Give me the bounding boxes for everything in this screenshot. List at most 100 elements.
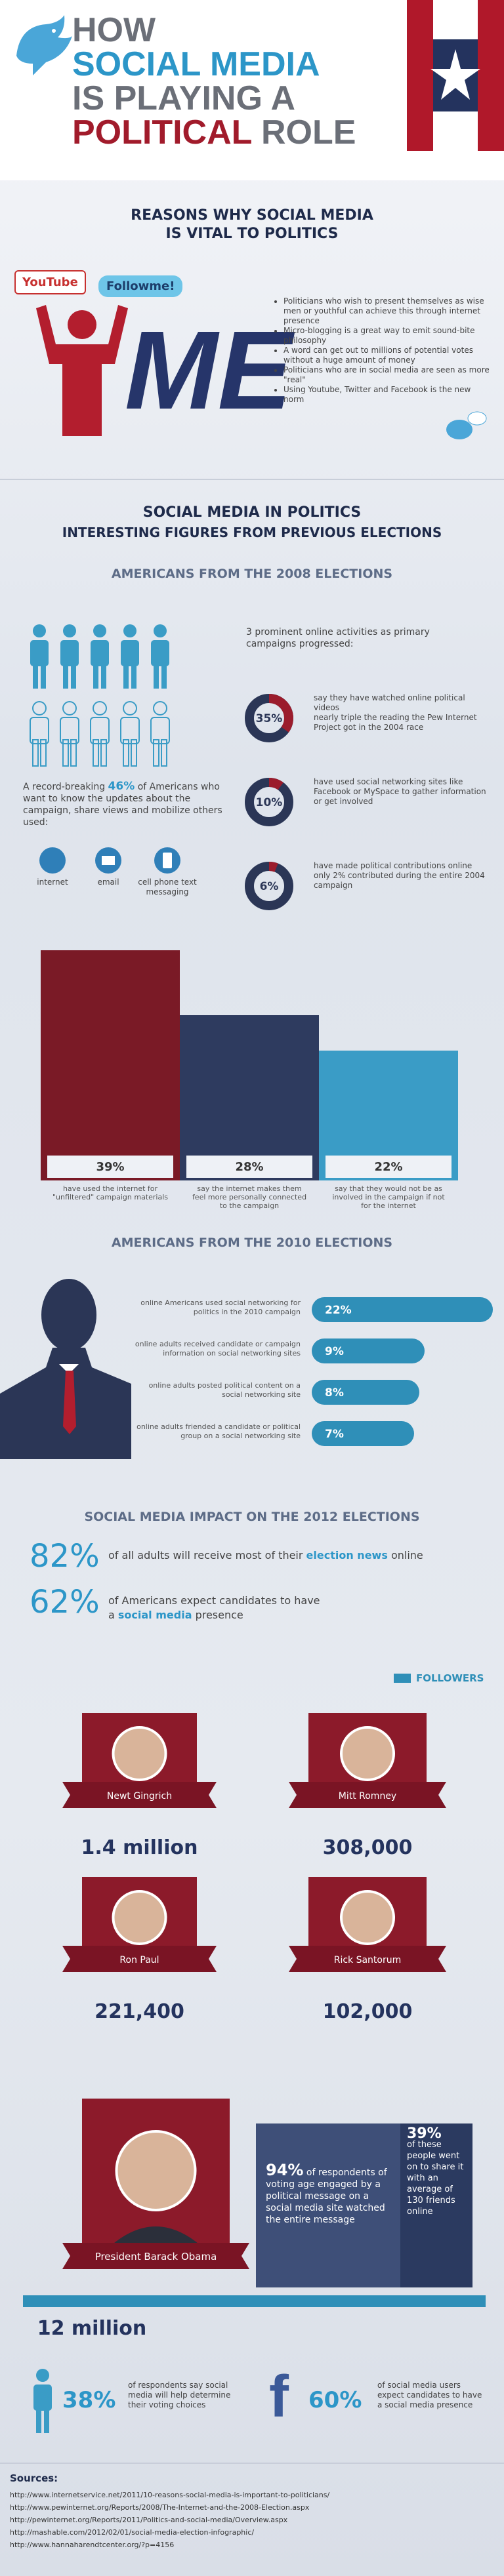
- follower-count: 12 million: [37, 2317, 147, 2340]
- portrait-body: [100, 1947, 179, 1959]
- bar-label: 9%: [325, 1345, 344, 1358]
- bar: [41, 950, 180, 1180]
- portrait-frame: [308, 1877, 427, 1959]
- bar-label: 8%: [325, 1386, 344, 1399]
- title-line: IS PLAYING A: [72, 79, 296, 117]
- bar-caption: say that they would not be as involved i…: [332, 1184, 445, 1210]
- bar: [312, 1297, 493, 1322]
- activity-text: have made political contributions online…: [314, 861, 491, 891]
- section-title: REASONS WHY SOCIAL MEDIA IS VITAL TO POLI…: [0, 207, 504, 243]
- activity-line: nearly triple the reading the Pew Intern…: [314, 713, 477, 732]
- channel-label: cell phone text messaging: [138, 877, 197, 896]
- portrait-face: [340, 1726, 395, 1781]
- text: of respondents of voting age engaged by …: [266, 2167, 387, 2225]
- activity-text: have used social networking sites like F…: [314, 777, 491, 807]
- divider: [0, 2463, 504, 2464]
- silhouette: [0, 1279, 131, 1459]
- follower-count: 221,400: [94, 2000, 184, 2023]
- stat-value: 62%: [30, 1584, 100, 1620]
- stat-text: of all adults will receive most of their…: [108, 1549, 482, 1561]
- bar-label-bg: [326, 1156, 452, 1178]
- record-text: A record-breaking 46% of Americans who w…: [23, 780, 233, 828]
- donut-label: 35%: [256, 712, 283, 725]
- title-line: POLITICAL ROLE: [72, 115, 356, 150]
- portrait-body: [100, 2226, 212, 2256]
- stat-value: 82%: [30, 1538, 100, 1575]
- portrait-body: [100, 1783, 179, 1795]
- title-word: ROLE: [261, 113, 356, 151]
- legend-swatch: [394, 1674, 411, 1683]
- bar-label: 39%: [96, 1160, 124, 1174]
- text: A record-breaking: [23, 782, 108, 792]
- donut-track: [245, 862, 293, 910]
- info-text: 39% of these people went on to share it w…: [407, 2127, 469, 2217]
- legend-label: FOLLOWERS: [416, 1672, 484, 1684]
- channel-label: internet: [37, 877, 68, 887]
- portrait-body: [328, 1947, 407, 1959]
- twitter-bird: [446, 411, 487, 439]
- bar-caption: say the internet makes them feel more pe…: [192, 1184, 307, 1210]
- sources-title: Sources:: [10, 2472, 58, 2484]
- stat-text: of respondents say social media will hel…: [128, 2381, 231, 2409]
- portrait-face: [115, 2130, 197, 2211]
- row-text: online adults received candidate or camp…: [135, 1340, 301, 1358]
- donut-track: [245, 778, 293, 826]
- candidate-name: Ron Paul: [119, 1955, 159, 1965]
- candidate-name: Newt Gingrich: [107, 1791, 172, 1801]
- channel-icons: [39, 847, 180, 874]
- donut-track: [245, 694, 293, 742]
- row-text: online Americans used social networking …: [140, 1298, 301, 1316]
- follower-bar: [23, 2295, 486, 2307]
- donut-label: 10%: [256, 796, 283, 809]
- candidate-name: President Barack Obama: [95, 2251, 217, 2263]
- text: of Americans who want to know the update…: [23, 782, 222, 828]
- activity-line: have used social networking sites like F…: [314, 777, 486, 806]
- portrait-face: [340, 1890, 395, 1945]
- bullet: Politicians who are in social media are …: [284, 365, 492, 385]
- row-text: online adults friended a candidate or po…: [136, 1422, 301, 1440]
- portrait-body: [328, 1783, 407, 1795]
- activity-text: say they have watched online political v…: [314, 693, 491, 733]
- sources-list: http://www.internetservice.net/2011/10-r…: [10, 2489, 329, 2551]
- channel-label: email: [97, 877, 119, 887]
- text: of these people went on to share it with…: [407, 2140, 464, 2217]
- section-title: SOCIAL MEDIA IN POLITICS: [142, 504, 362, 521]
- bar-label: 22%: [374, 1160, 402, 1174]
- title-line: REASONS WHY SOCIAL MEDIA: [131, 207, 373, 224]
- portrait-frame: [308, 1713, 427, 1795]
- stat-text: of social media users expect candidates …: [377, 2381, 482, 2409]
- facebook-icon: f: [269, 2364, 289, 2430]
- bar-label-bg: [47, 1156, 173, 1178]
- source: http://www.pewinternet.org/Reports/2008/…: [10, 2503, 310, 2512]
- bar-caption: have used the internet for "unfiltered" …: [52, 1184, 169, 1201]
- name-ribbon: [289, 1946, 446, 1972]
- portrait-face: [112, 1726, 167, 1781]
- donut-arc: [268, 694, 293, 733]
- logo: Followme!: [98, 275, 183, 297]
- source: http://www.internetservice.net/2011/10-r…: [10, 2491, 330, 2499]
- source: http://pewinternet.org/Reports/2011/Poli…: [10, 2516, 288, 2524]
- text: of all adults will receive most of their: [108, 1549, 306, 1561]
- logo: YouTube: [14, 270, 86, 294]
- stat-text: of Americans expect candidates to have a…: [108, 1594, 325, 1622]
- bird-logo: [16, 15, 72, 75]
- section-subtitle: INTERESTING FIGURES FROM PREVIOUS ELECTI…: [62, 525, 442, 540]
- bar: [312, 1338, 425, 1363]
- follower-count: 308,000: [323, 1836, 413, 1859]
- section-title: AMERICANS FROM THE 2010 ELECTIONS: [111, 1236, 393, 1250]
- portrait-frame: [82, 1713, 197, 1795]
- bullet: A word can get out to millions of potent…: [284, 346, 492, 365]
- highlight: election news: [306, 1549, 388, 1561]
- bullet: Using Youtube, Twitter and Facebook is t…: [284, 385, 492, 405]
- bullet: Micro-blogging is a great way to emit so…: [284, 326, 492, 346]
- candidate-name: Rick Santorum: [334, 1955, 402, 1965]
- activity-line: say they have watched online political v…: [314, 693, 465, 712]
- divider: [0, 479, 504, 480]
- flag: [407, 0, 504, 151]
- me-letters: ME: [125, 308, 292, 433]
- name-ribbon: [62, 1782, 217, 1808]
- reasons-list: Politicians who wish to present themselv…: [276, 296, 492, 405]
- bar: [180, 1015, 319, 1180]
- title-word: POLITICAL: [72, 113, 252, 151]
